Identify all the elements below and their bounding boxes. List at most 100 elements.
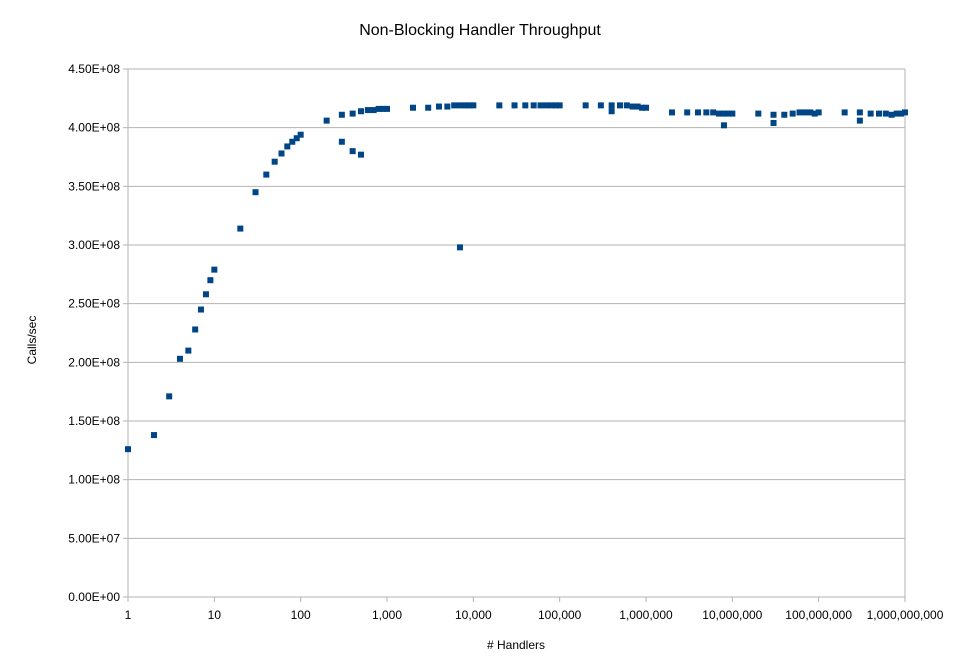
data-point [192, 326, 199, 333]
data-point [176, 355, 183, 362]
data-point [898, 110, 905, 117]
data-point [623, 102, 630, 109]
data-point [470, 102, 477, 109]
data-point [710, 109, 717, 116]
data-point [807, 109, 814, 116]
gridlines [128, 68, 905, 598]
data-point [608, 108, 615, 115]
data-point [409, 104, 416, 111]
data-point [556, 102, 563, 109]
data-point [639, 104, 646, 111]
data-point [278, 150, 285, 157]
data-point [755, 110, 762, 117]
data-point [856, 117, 863, 124]
data-point [444, 103, 451, 110]
data-point [537, 102, 544, 109]
y-tick-label: 2.50E+08 [68, 297, 120, 311]
data-point [720, 110, 727, 117]
x-tick-label: 10,000 [455, 608, 492, 622]
data-point [252, 189, 259, 196]
data-point [358, 108, 365, 115]
y-tick-label: 4.00E+08 [68, 121, 120, 135]
data-point [530, 102, 537, 109]
data-points [125, 102, 908, 453]
data-point [150, 432, 157, 439]
y-tick-label: 5.00E+07 [68, 531, 120, 545]
data-point [629, 103, 636, 110]
data-point [781, 111, 788, 118]
data-point [211, 266, 218, 273]
data-point [643, 104, 649, 111]
y-tick-label: 1.50E+08 [68, 414, 120, 428]
data-point [856, 109, 863, 116]
data-point [582, 102, 589, 109]
x-tick-label: 100 [291, 608, 311, 622]
chart-title: Non-Blocking Handler Throughput [359, 22, 601, 39]
data-point [811, 110, 818, 117]
data-point [703, 109, 710, 116]
data-point [456, 102, 463, 109]
data-point [456, 244, 463, 251]
data-point [597, 102, 604, 109]
data-point [425, 104, 432, 111]
data-point [125, 446, 131, 453]
data-point [271, 158, 278, 165]
data-point [370, 107, 377, 114]
data-point [380, 105, 387, 112]
x-axis-label: # Handlers [486, 638, 546, 652]
data-point [375, 105, 382, 112]
x-tick-label: 1,000,000,000 [867, 608, 944, 622]
data-point [297, 131, 304, 138]
data-point [802, 109, 809, 116]
x-axis-ticks: 1 10 100 1,000 10,000 100,000 1,000,000 10,000,… [125, 608, 944, 622]
data-point [263, 171, 270, 178]
data-point [202, 291, 209, 298]
axes [123, 68, 906, 602]
data-point [770, 111, 777, 118]
x-tick-label: 10 [208, 608, 222, 622]
data-point [435, 103, 442, 110]
y-tick-label: 2.00E+08 [68, 355, 120, 369]
y-tick-label: 3.00E+08 [68, 238, 120, 252]
data-point [384, 105, 390, 112]
x-tick-label: 100,000 [538, 608, 582, 622]
data-point [466, 102, 473, 109]
data-point [893, 110, 900, 117]
data-point [284, 143, 291, 150]
data-point [338, 111, 345, 118]
data-point [770, 119, 777, 126]
data-point [729, 110, 736, 117]
data-point [237, 225, 244, 232]
data-point [617, 102, 624, 109]
y-tick-label: 4.50E+08 [68, 62, 120, 76]
data-point [668, 109, 675, 116]
data-point [876, 110, 883, 117]
data-point [608, 102, 615, 109]
data-point [548, 102, 555, 109]
x-tick-label: 1,000 [372, 608, 402, 622]
data-point [796, 109, 803, 116]
x-tick-label: 10,000,000 [702, 608, 762, 622]
data-point [725, 110, 732, 117]
y-tick-label: 3.50E+08 [68, 179, 120, 193]
y-axis-ticks: 0.00E+00 5.00E+07 1.00E+08 1.50E+08 2.00E+08… [68, 62, 120, 604]
data-point [358, 151, 365, 158]
data-point [349, 148, 356, 155]
data-point [715, 110, 722, 117]
data-point [451, 102, 458, 109]
data-point [293, 135, 300, 142]
x-tick-label: 1 [125, 608, 132, 622]
data-point [552, 102, 559, 109]
data-point [882, 110, 889, 117]
y-tick-label: 1.00E+08 [68, 473, 120, 487]
data-point [197, 306, 204, 313]
data-point [207, 277, 214, 284]
data-point [289, 138, 296, 145]
data-point [841, 109, 848, 116]
data-point [364, 107, 371, 114]
data-point [720, 122, 727, 129]
data-point [166, 393, 173, 400]
data-point [349, 110, 356, 117]
data-point [323, 117, 330, 124]
